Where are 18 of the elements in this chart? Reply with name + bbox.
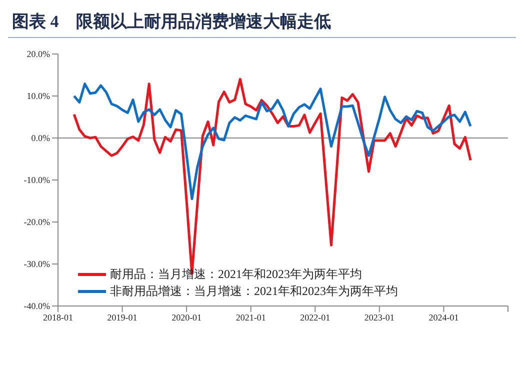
y-tick-label: -40.0%: [24, 301, 50, 312]
y-tick-label: 0.0%: [31, 133, 50, 144]
legend-label: 耐用品：当月增速：2021年和2023年为两年平均: [110, 266, 362, 283]
x-tick-label: 2021-01: [236, 312, 266, 322]
y-tick-label: -10.0%: [24, 175, 50, 186]
y-tick-label: -30.0%: [24, 259, 50, 270]
x-tick-label: 2024-01: [428, 312, 459, 322]
chart-title: 图表 4 限额以上耐用品消费增速大幅走低: [8, 8, 516, 38]
x-tick-label: 2023-01: [364, 312, 394, 322]
line-series: [72, 82, 472, 200]
y-tick-label: 20.0%: [26, 49, 50, 60]
x-tick-label: 2019-01: [107, 312, 138, 322]
x-tick-label: 2018-01: [43, 312, 73, 322]
y-tick-label: -20.0%: [24, 217, 50, 228]
x-tick-label: 2020-01: [172, 312, 202, 322]
x-tick-label: 2022-01: [300, 312, 330, 322]
legend-label: 非耐用品增速：当月增速：2021年和2023年为两年平均: [110, 283, 398, 300]
y-tick-label: 10.0%: [26, 91, 50, 102]
